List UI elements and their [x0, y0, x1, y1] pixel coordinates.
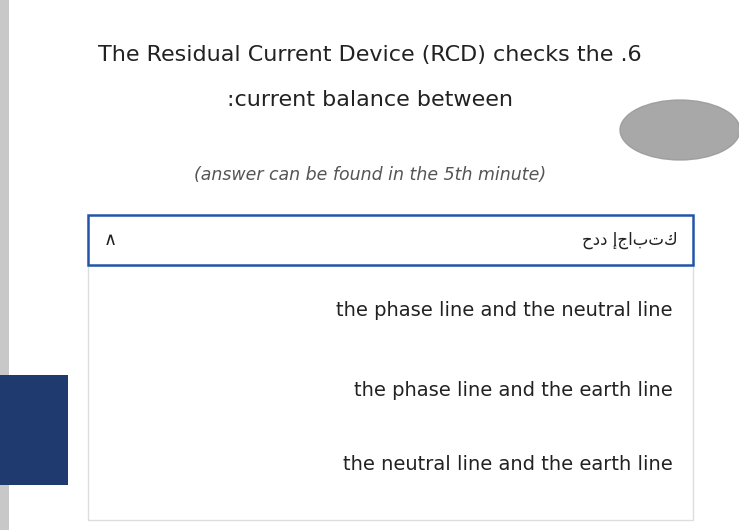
Text: the phase line and the earth line: the phase line and the earth line	[354, 381, 673, 400]
FancyBboxPatch shape	[0, 0, 9, 530]
Text: the phase line and the neutral line: the phase line and the neutral line	[336, 301, 673, 320]
FancyBboxPatch shape	[88, 215, 693, 265]
FancyBboxPatch shape	[88, 265, 693, 520]
FancyBboxPatch shape	[0, 375, 68, 485]
Ellipse shape	[620, 100, 739, 160]
Text: ∧: ∧	[103, 231, 117, 249]
Text: the neutral line and the earth line: the neutral line and the earth line	[343, 455, 673, 474]
Text: :current balance between: :current balance between	[227, 90, 513, 110]
Text: (answer can be found in the 5th minute): (answer can be found in the 5th minute)	[194, 166, 546, 184]
Text: The Residual Current Device (RCD) checks the .6: The Residual Current Device (RCD) checks…	[98, 45, 641, 65]
Text: حدد إجابتك: حدد إجابتك	[582, 231, 678, 249]
